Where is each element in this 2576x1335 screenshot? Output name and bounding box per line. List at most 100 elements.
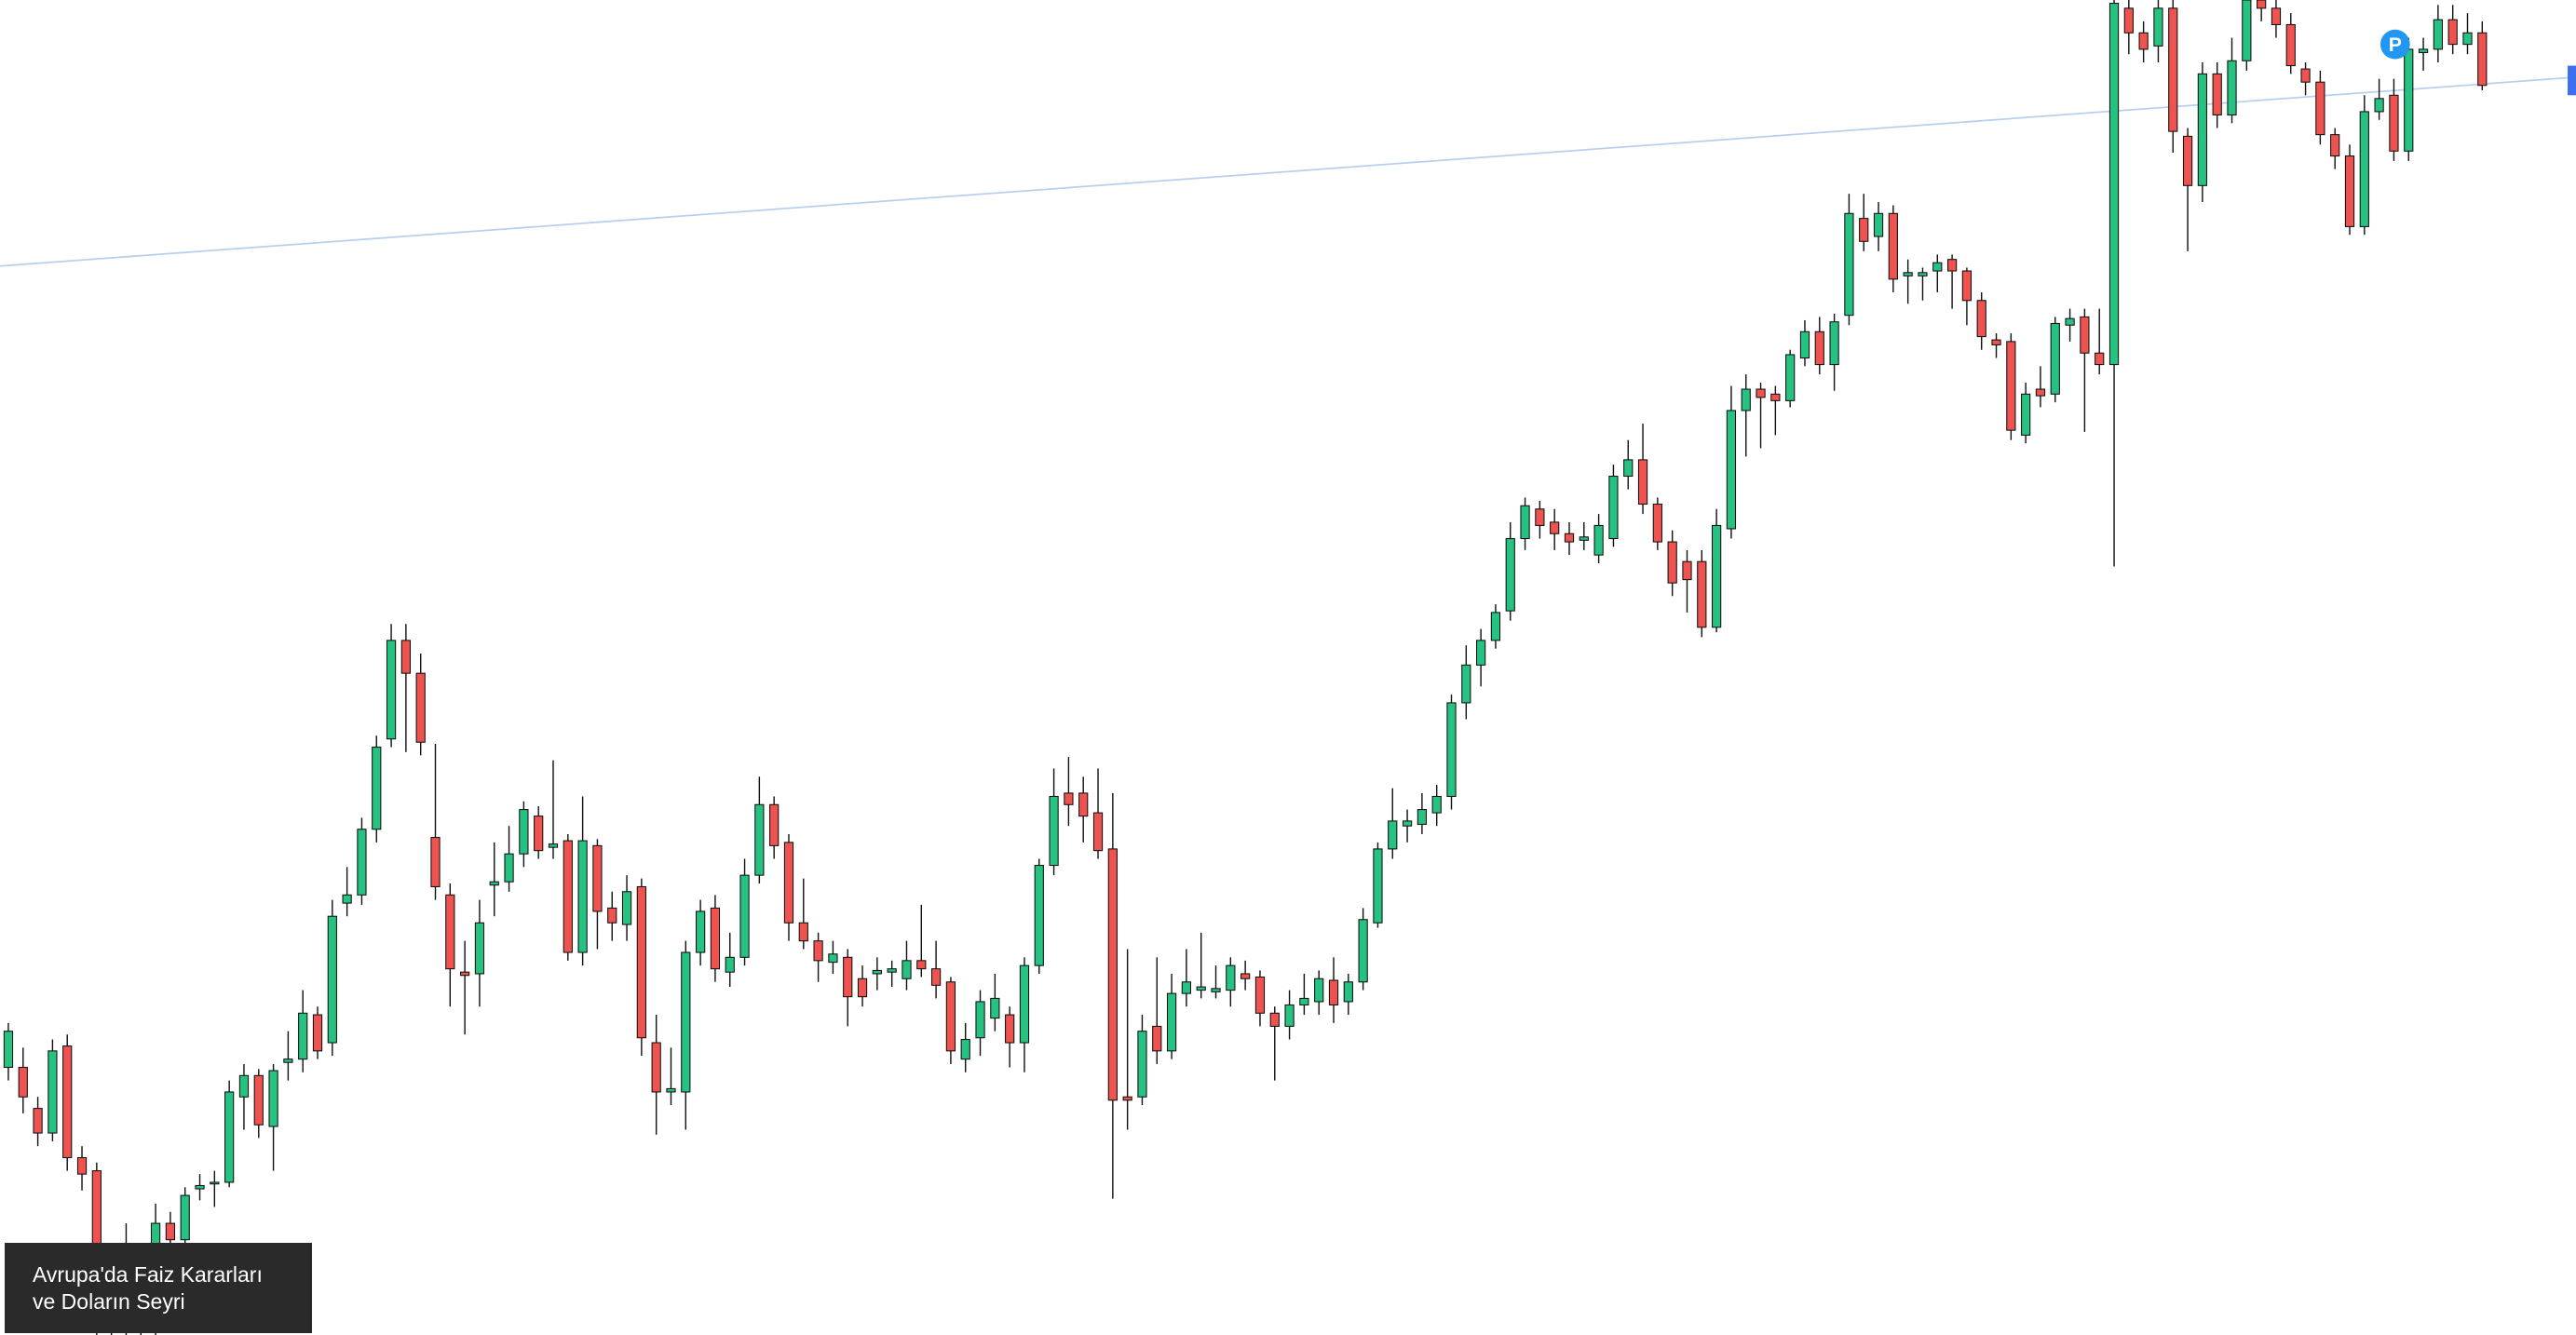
- candle-body: [2050, 322, 2060, 395]
- candle-body: [312, 1014, 323, 1052]
- candle-body: [1637, 459, 1648, 506]
- candle-body: [754, 803, 765, 876]
- candle-body: [1211, 988, 1221, 992]
- candle-body: [489, 881, 499, 886]
- trend-line: [0, 76, 2576, 267]
- candle-body: [1682, 560, 1692, 581]
- candle-body: [180, 1194, 190, 1241]
- candle-body: [2404, 48, 2414, 152]
- candle-body: [1314, 978, 1324, 1003]
- candle-body: [1844, 212, 1854, 317]
- candle-body: [238, 1074, 250, 1098]
- candle-body: [33, 1108, 43, 1134]
- candle-body: [18, 1066, 28, 1098]
- candle-body: [283, 1059, 293, 1063]
- candle-body: [1697, 560, 1707, 628]
- candle-body: [783, 842, 794, 924]
- candle-body: [710, 907, 721, 970]
- candle-body: [2330, 134, 2340, 157]
- candle-body: [902, 960, 912, 979]
- candle-body: [1490, 612, 1501, 641]
- candle-body: [342, 894, 352, 904]
- candle-body: [695, 910, 706, 953]
- candle-body: [1476, 640, 1486, 666]
- candle-body: [2462, 32, 2473, 46]
- candle-body: [1770, 393, 1781, 401]
- candle-body: [2095, 352, 2105, 366]
- candle-body: [1181, 981, 1192, 994]
- candle-body: [607, 907, 617, 924]
- candle-body: [1034, 865, 1044, 966]
- candle-body: [857, 978, 868, 998]
- candle-body: [725, 956, 735, 973]
- candle-body: [1254, 976, 1266, 1014]
- candle-body: [1976, 300, 1986, 338]
- marker-badge[interactable]: [2379, 29, 2410, 60]
- candle-body: [960, 1038, 970, 1060]
- candle-body: [400, 640, 411, 674]
- candle-body: [2447, 19, 2458, 46]
- candle-body: [2285, 23, 2296, 67]
- candle-body: [1166, 992, 1177, 1052]
- candle-body: [298, 1012, 308, 1060]
- candle-body: [210, 1181, 220, 1185]
- candle-body: [2300, 68, 2311, 83]
- candle-body: [1991, 339, 2001, 345]
- candle-body: [1328, 979, 1339, 1005]
- candle-body: [1829, 321, 1839, 366]
- candle-body: [2359, 111, 2369, 227]
- candle-body: [1579, 536, 1589, 541]
- candle-body: [415, 672, 426, 743]
- candle-body: [1946, 259, 1958, 272]
- candle-body: [1241, 973, 1251, 979]
- candle-body: [460, 971, 470, 977]
- candle-body: [813, 940, 823, 962]
- candles: [3, 0, 2488, 1335]
- candle-body: [1402, 820, 1413, 827]
- candle-body: [2006, 341, 2016, 431]
- candle-body: [2123, 7, 2134, 34]
- candle-body: [636, 885, 646, 1039]
- candle-body: [1343, 981, 1353, 1003]
- candle-body: [843, 956, 853, 998]
- candle-body: [1388, 820, 1398, 850]
- candle-body: [2242, 0, 2252, 61]
- candle-body: [372, 747, 382, 830]
- candle-body: [1593, 524, 1604, 556]
- candle-body: [975, 1001, 985, 1039]
- candle-body: [1064, 792, 1074, 805]
- candle-body: [1122, 1096, 1132, 1101]
- candle-body: [1137, 1031, 1147, 1098]
- candle-body: [1535, 508, 1545, 526]
- candle-body: [2182, 135, 2193, 186]
- candle-body: [1932, 262, 1943, 272]
- candle-body: [165, 1222, 176, 1241]
- candle-body: [62, 1045, 73, 1159]
- candle-body: [916, 960, 927, 970]
- candle-body: [224, 1091, 235, 1183]
- candle-body: [1814, 330, 1824, 366]
- candle-body: [1505, 538, 1515, 612]
- candle-body: [2418, 48, 2429, 53]
- candle-body: [1269, 1012, 1280, 1027]
- candle-body: [195, 1184, 205, 1190]
- candle-body: [666, 1087, 676, 1093]
- candle-body: [2021, 393, 2031, 436]
- candle-body: [1152, 1025, 1162, 1052]
- candle-body: [651, 1042, 661, 1093]
- candle-body: [3, 1031, 14, 1069]
- candle-body: [1756, 388, 1766, 398]
- marker-text[interactable]: P: [2389, 34, 2402, 56]
- candle-body: [2433, 19, 2443, 50]
- candle-body: [1461, 664, 1471, 704]
- candle-body: [519, 809, 529, 855]
- candle-body: [1005, 1014, 1015, 1044]
- candle-body: [2035, 388, 2046, 397]
- candle-body: [1196, 986, 1206, 991]
- candle-body: [76, 1156, 88, 1175]
- candle-body: [1284, 1004, 1295, 1027]
- candle-body: [2153, 7, 2163, 47]
- candle-body: [1226, 964, 1236, 991]
